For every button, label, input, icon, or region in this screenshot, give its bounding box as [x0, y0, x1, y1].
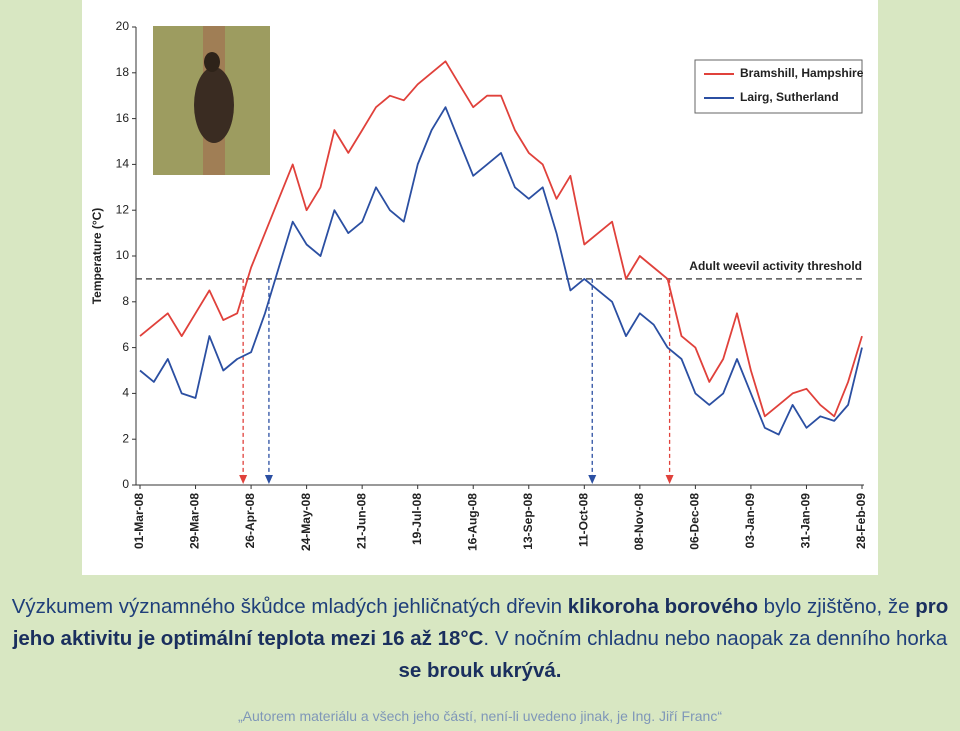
chart: Temperature (°C) 0 2 4 6 8 10 12 14 16 18 20 01-Mar…	[82, 0, 878, 575]
marker-arrow	[264, 475, 273, 484]
photo	[153, 26, 270, 175]
series-line	[139, 106, 863, 436]
x-tick-label: 24-May-08	[299, 493, 313, 551]
y-tick-label: 16	[116, 111, 130, 125]
x-tick-label: 19-Jul-08	[410, 493, 424, 545]
x-tick-label: 08-Nov-08	[632, 493, 646, 551]
text-segment: pro jeho aktivitu je optimální teplota m…	[12, 595, 949, 650]
y-tick-label: 2	[122, 431, 129, 445]
series-line	[139, 60, 863, 418]
legend-label: Bramshill, Hampshire	[740, 66, 864, 80]
y-tick-label: 20	[116, 19, 130, 33]
x-tick-label: 11-Oct-08	[576, 493, 590, 547]
text-segment: klikoroha borového	[567, 595, 758, 618]
x-tick-label: 31-Jan-09	[799, 493, 813, 549]
legend-box	[694, 59, 863, 114]
x-tick-label: 16-Aug-08	[465, 493, 479, 551]
x-tick-label: 01-Mar-08	[132, 493, 146, 549]
x-tick-label: 28-Feb-09	[854, 493, 868, 549]
legend-label: Lairg, Sutherland	[740, 90, 839, 104]
x-tick-label: 06-Dec-08	[688, 493, 702, 550]
x-tick-label: 13-Sep-08	[521, 493, 535, 550]
text-segment: Výzkumem významného škůdce mladých jehli…	[11, 595, 568, 618]
x-tick-label: 26-Apr-08	[243, 493, 257, 549]
y-tick-label: 14	[116, 157, 130, 171]
y-axis-label: Temperature (°C)	[90, 208, 104, 305]
text-segment: se brouk ukrývá.	[398, 659, 562, 682]
y-tick-label: 4	[122, 386, 129, 400]
text-segment: . V nočním chladnu nebo naopak za denníh…	[483, 627, 948, 650]
x-tick-label: 03-Jan-09	[743, 493, 757, 549]
y-tick-label: 18	[116, 65, 130, 79]
x-tick-label: 21-Jun-08	[354, 493, 368, 549]
threshold-label: Adult weevil activity threshold	[689, 259, 862, 273]
marker-arrow	[665, 475, 674, 484]
y-tick-label: 10	[116, 248, 130, 262]
description: Výzkumem významného škůdce mladých jehli…	[0, 591, 960, 687]
y-tick-label: 8	[122, 294, 129, 308]
footer: „Autorem materiálu a všech jeho částí, n…	[238, 708, 722, 724]
text-segment: bylo zjištěno, že	[757, 595, 916, 618]
y-tick-label: 0	[122, 477, 129, 491]
marker-arrow	[239, 475, 248, 484]
marker-arrow	[588, 475, 597, 484]
y-tick-label: 6	[122, 340, 129, 354]
y-tick-label: 12	[116, 202, 130, 216]
x-tick-label: 29-Mar-08	[188, 493, 202, 549]
